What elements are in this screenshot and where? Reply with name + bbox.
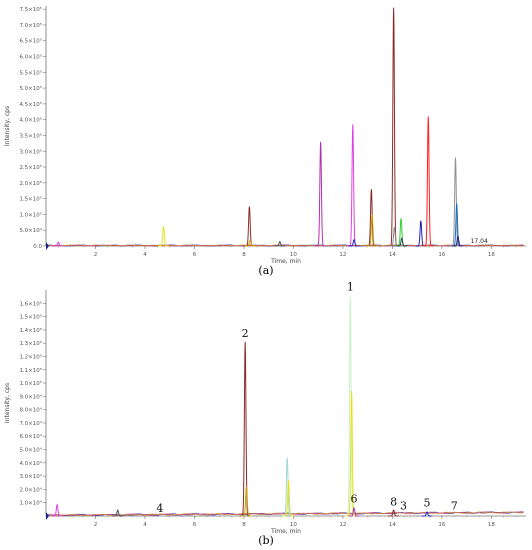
y-tick-label: 1.0×10⁴ [19,500,42,507]
y-tick-label: 1.1×10⁵ [19,367,42,374]
y-tick-label: 1.3×10⁵ [19,340,42,347]
peak-number-label: 8 [390,495,397,508]
x-tick-label: 16 [438,252,445,258]
y-tick-label: 6.5×10⁵ [19,38,42,45]
y-axis-label: Intensity, cps [4,106,11,146]
y-tick-label: 1.2×10⁵ [19,353,42,360]
y-tick-label: 1.6×10⁵ [19,300,42,307]
y-tick-label: 2.5×10⁵ [19,164,42,171]
peak-trace [274,240,286,247]
y-tick-label: 5.0×10⁵ [19,85,42,92]
peak-trace [244,239,256,247]
x-tick-label: 12 [339,252,346,258]
y-tick-label: 9.0×10⁴ [19,393,42,400]
peak-trace [388,7,399,247]
peak-trace [452,235,464,247]
peak-trace [315,141,326,247]
peak-number-label: 1 [347,281,354,294]
peak-trace [52,241,64,247]
peak-trace [366,214,378,247]
peak-trace [51,503,63,517]
y-tick-label: 6.0×10⁵ [19,54,42,61]
x-tick-label: 6 [193,252,197,258]
peak-number-label: 7 [451,499,458,512]
y-tick-label: 7.0×10⁵ [19,22,42,29]
y-tick-label: 5.0×10⁴ [19,227,42,234]
peak-number-label: 3 [400,499,407,512]
x-tick-label: 2 [94,252,98,258]
x-origin-marker [46,242,49,250]
peak-trace [346,391,357,517]
peak-trace [421,511,433,517]
y-axis-label: Intensity, cps [4,383,11,423]
y-tick-label: 1.0×10⁵ [19,211,42,218]
peak-trace [347,124,359,247]
x-origin-marker [46,512,49,520]
y-tick-label: 5.5×10⁵ [19,69,42,76]
y-tick-label: 4.0×10⁵ [19,117,42,124]
x-axis-label: Time, min [270,528,301,535]
peak-trace [396,237,408,247]
y-tick-label: 2.0×10⁵ [19,180,42,187]
x-tick-label: 18 [488,522,495,528]
peak-trace [348,507,360,517]
y-tick-label: 1.5×10⁵ [19,196,42,203]
peak-trace [240,486,252,517]
y-tick-label: 1.4×10⁵ [19,327,42,334]
peak-trace [388,226,400,247]
x-tick-label: 10 [290,522,297,528]
peak-trace [415,220,427,247]
y-tick-label: 3.0×10⁵ [19,148,42,155]
x-tick-label: 4 [143,252,147,258]
peak-number-label: 2 [242,327,249,340]
peak-trace [112,509,124,517]
y-tick-label: 7.5×10⁵ [19,6,42,13]
y-tick-label: 3.5×10⁵ [19,132,42,139]
y-tick-label: 5.0×10⁴ [19,447,42,454]
panel-a-label: (a) [258,264,273,277]
x-tick-label: 4 [143,522,147,528]
peak-trace [422,116,434,247]
y-tick-label: 1.0×10⁵ [19,380,42,387]
x-tick-label: 10 [290,252,297,258]
y-tick-label: 4.5×10⁵ [19,101,42,108]
x-tick-label: 12 [339,522,346,528]
y-tick-label: 6.0×10⁴ [19,433,42,440]
x-tick-label: 14 [389,522,396,528]
peak-number-label: 5 [424,497,431,510]
x-tick-label: 14 [389,252,396,258]
y-tick-label: 8.0×10⁴ [19,407,42,414]
x-tick-label: 8 [242,522,246,528]
panel-a: 2 4 6 8 10 12 14 16 18 Time, min Intensity, cps 0.0… [4,6,526,265]
panel-b-label: (b) [258,534,274,547]
y-tick-label: 7.0×10⁴ [19,420,42,427]
x-tick-label: 18 [488,252,495,258]
x-axis-label: Time, min [270,258,301,265]
peak-trace [282,480,294,517]
x-tick-label: 2 [94,522,98,528]
x-tick-label: 8 [242,252,246,258]
y-tick-label: 0.0 [33,244,42,250]
y-tick-label: 2.0×10⁴ [19,486,42,493]
peak-trace [348,238,360,247]
y-tick-label: 4.0×10⁴ [19,460,42,467]
peak-trace [243,206,255,247]
peak-number-label: 6 [351,493,358,506]
y-tick-label: 3.0×10⁴ [19,473,42,480]
x-tick-label: 16 [438,522,445,528]
retention-time-label: 17.04 [471,238,488,245]
peak-trace [157,226,169,247]
peak-number-label: 4 [156,502,163,515]
peak-trace [388,509,399,517]
peak-trace [239,341,251,517]
x-tick-label: 6 [193,522,197,528]
y-tick-label: 1.5×10⁵ [19,314,42,321]
